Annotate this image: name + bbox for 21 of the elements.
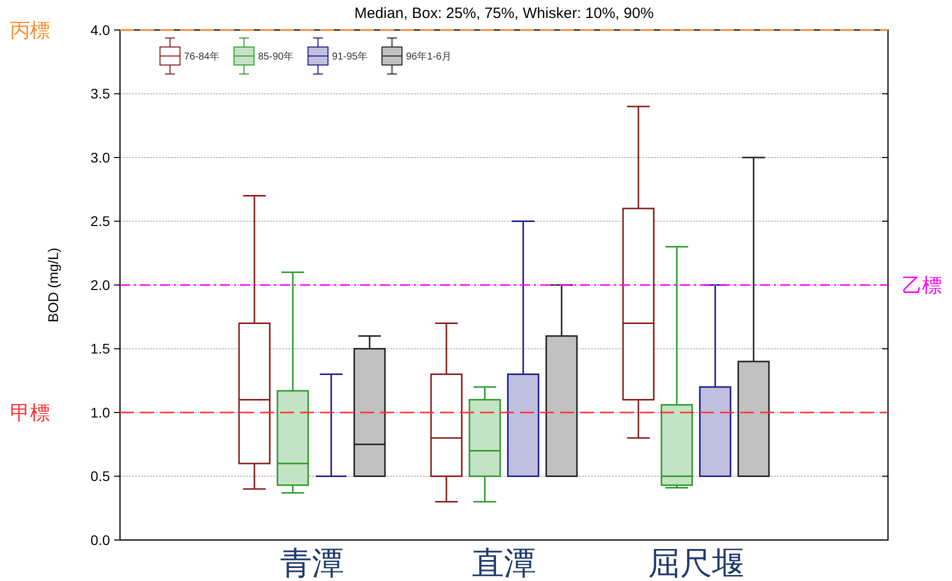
x-tick-label: 直潭 xyxy=(472,544,536,581)
y-tick-label: 1.0 xyxy=(90,404,110,420)
chart-title: Median, Box: 25%, 75%, Whisker: 10%, 90% xyxy=(354,5,654,22)
y-tick-label: 3.0 xyxy=(90,149,110,166)
y-tick-label: 1.5 xyxy=(90,340,110,357)
y-tick-label: 0.5 xyxy=(90,468,110,484)
y-tick-label: 3.5 xyxy=(90,86,110,102)
legend-label: 85-90年 xyxy=(258,50,294,62)
y-axis-title: BOD (mg/L) xyxy=(45,248,61,322)
y-tick-label: 4.0 xyxy=(90,22,110,38)
x-tick-label: 青潭 xyxy=(280,544,344,581)
y-tick-label: 2.0 xyxy=(90,276,110,293)
ref-line-label: 甲標 xyxy=(10,400,50,424)
x-tick-label: 屈尺堰 xyxy=(648,544,744,581)
ref-line-label: 乙標 xyxy=(902,273,942,297)
y-tick-label: 2.5 xyxy=(90,213,110,230)
legend-label: 76-84年 xyxy=(184,50,220,62)
legend-label: 91-95年 xyxy=(332,50,368,62)
ref-line-label: 丙標 xyxy=(10,18,50,42)
legend-label: 96年1-6月 xyxy=(406,50,452,62)
y-tick-label: 0.0 xyxy=(90,532,110,548)
